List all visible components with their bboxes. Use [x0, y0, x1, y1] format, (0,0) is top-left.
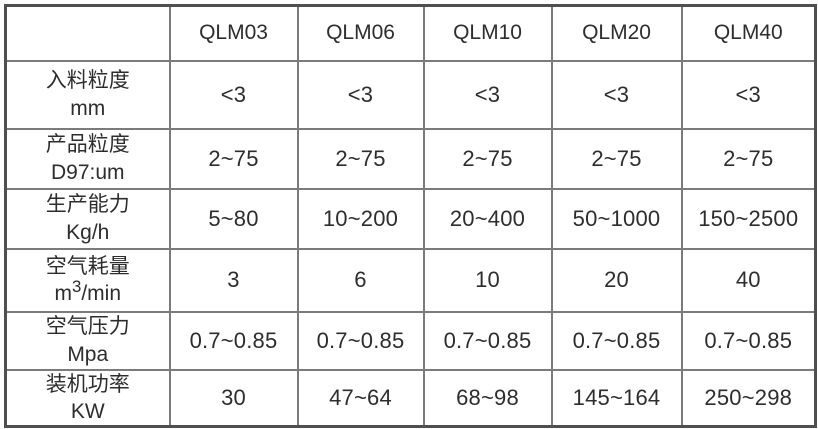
- row-label-text: 空气耗量: [45, 254, 130, 278]
- row-unit-text: m3/min: [8, 277, 168, 307]
- value-cell: 30: [168, 368, 299, 428]
- row-label-installed-power: 装机功率 KW: [4, 368, 171, 428]
- header-cell-qlm06: QLM06: [296, 4, 425, 62]
- row-label-air-pressure: 空气压力 Mpa: [4, 310, 171, 371]
- row-unit-text: Kg/h: [66, 220, 110, 244]
- header-cell-qlm20: QLM20: [550, 4, 683, 62]
- header-cell-qlm40: QLM40: [680, 4, 817, 62]
- value-cell: 20: [550, 247, 683, 313]
- table-row-product-size: 产品粒度 D97:um 2~75 2~75 2~75 2~75 2~75: [4, 127, 817, 190]
- table-row-installed-power: 装机功率 KW 30 47~64 68~98 145~164 250~298: [4, 368, 817, 428]
- unit-prefix: m: [54, 282, 72, 305]
- value-cell: 40: [680, 247, 817, 313]
- value-cell: 145~164: [550, 368, 683, 428]
- table-row-feed-size: 入料粒度 mm <3 <3 <3 <3 <3: [4, 59, 817, 130]
- row-label-air-consumption: 空气耗量 m3/min: [4, 247, 171, 313]
- header-cell-qlm03: QLM03: [168, 4, 299, 62]
- value-cell: 2~75: [550, 127, 683, 190]
- row-label-text: 产品粒度: [45, 133, 130, 157]
- value-cell: <3: [422, 59, 553, 130]
- row-unit-text: mm: [70, 96, 106, 120]
- value-cell: 0.7~0.85: [550, 310, 683, 371]
- unit-suffix: /min: [81, 282, 122, 305]
- value-cell: 2~75: [680, 127, 817, 190]
- row-unit-text: KW: [70, 399, 105, 423]
- table-row-air-consumption: 空气耗量 m3/min 3 6 10 20 40: [4, 247, 817, 313]
- header-cell-empty: [4, 4, 171, 62]
- row-label-text: 入料粒度: [45, 69, 130, 93]
- row-label-product-size: 产品粒度 D97:um: [4, 127, 171, 190]
- unit-superscript: 3: [71, 277, 82, 297]
- value-cell: 47~64: [296, 368, 425, 428]
- row-label-text: 生产能力: [45, 193, 130, 217]
- value-cell: 0.7~0.85: [168, 310, 299, 371]
- value-cell: 5~80: [168, 187, 299, 250]
- value-cell: 20~400: [422, 187, 553, 250]
- value-cell: 68~98: [422, 368, 553, 428]
- value-cell: 0.7~0.85: [296, 310, 425, 371]
- row-label-text: 装机功率: [45, 372, 130, 396]
- value-cell: 0.7~0.85: [680, 310, 817, 371]
- value-cell: 2~75: [422, 127, 553, 190]
- row-label-feed-size: 入料粒度 mm: [4, 59, 171, 130]
- value-cell: <3: [296, 59, 425, 130]
- value-cell: <3: [168, 59, 299, 130]
- row-label-text: 空气压力: [45, 315, 130, 339]
- value-cell: 50~1000: [550, 187, 683, 250]
- table-row-air-pressure: 空气压力 Mpa 0.7~0.85 0.7~0.85 0.7~0.85 0.7~…: [4, 310, 817, 371]
- value-cell: <3: [680, 59, 817, 130]
- row-unit-text: D97:um: [50, 160, 125, 184]
- value-cell: 0.7~0.85: [422, 310, 553, 371]
- row-unit-text: Mpa: [67, 342, 109, 366]
- value-cell: 2~75: [168, 127, 299, 190]
- row-label-capacity: 生产能力 Kg/h: [4, 187, 171, 250]
- value-cell: 150~2500: [680, 187, 817, 250]
- value-cell: 250~298: [680, 368, 817, 428]
- value-cell: <3: [550, 59, 683, 130]
- table-header-row: QLM03 QLM06 QLM10 QLM20 QLM40: [4, 4, 817, 62]
- value-cell: 10~200: [296, 187, 425, 250]
- value-cell: 10: [422, 247, 553, 313]
- header-cell-qlm10: QLM10: [422, 4, 553, 62]
- value-cell: 6: [296, 247, 425, 313]
- value-cell: 3: [168, 247, 299, 313]
- value-cell: 2~75: [296, 127, 425, 190]
- table-row-capacity: 生产能力 Kg/h 5~80 10~200 20~400 50~1000 150…: [4, 187, 817, 250]
- spec-table: QLM03 QLM06 QLM10 QLM20 QLM40 入料粒度 mm <3…: [4, 4, 817, 429]
